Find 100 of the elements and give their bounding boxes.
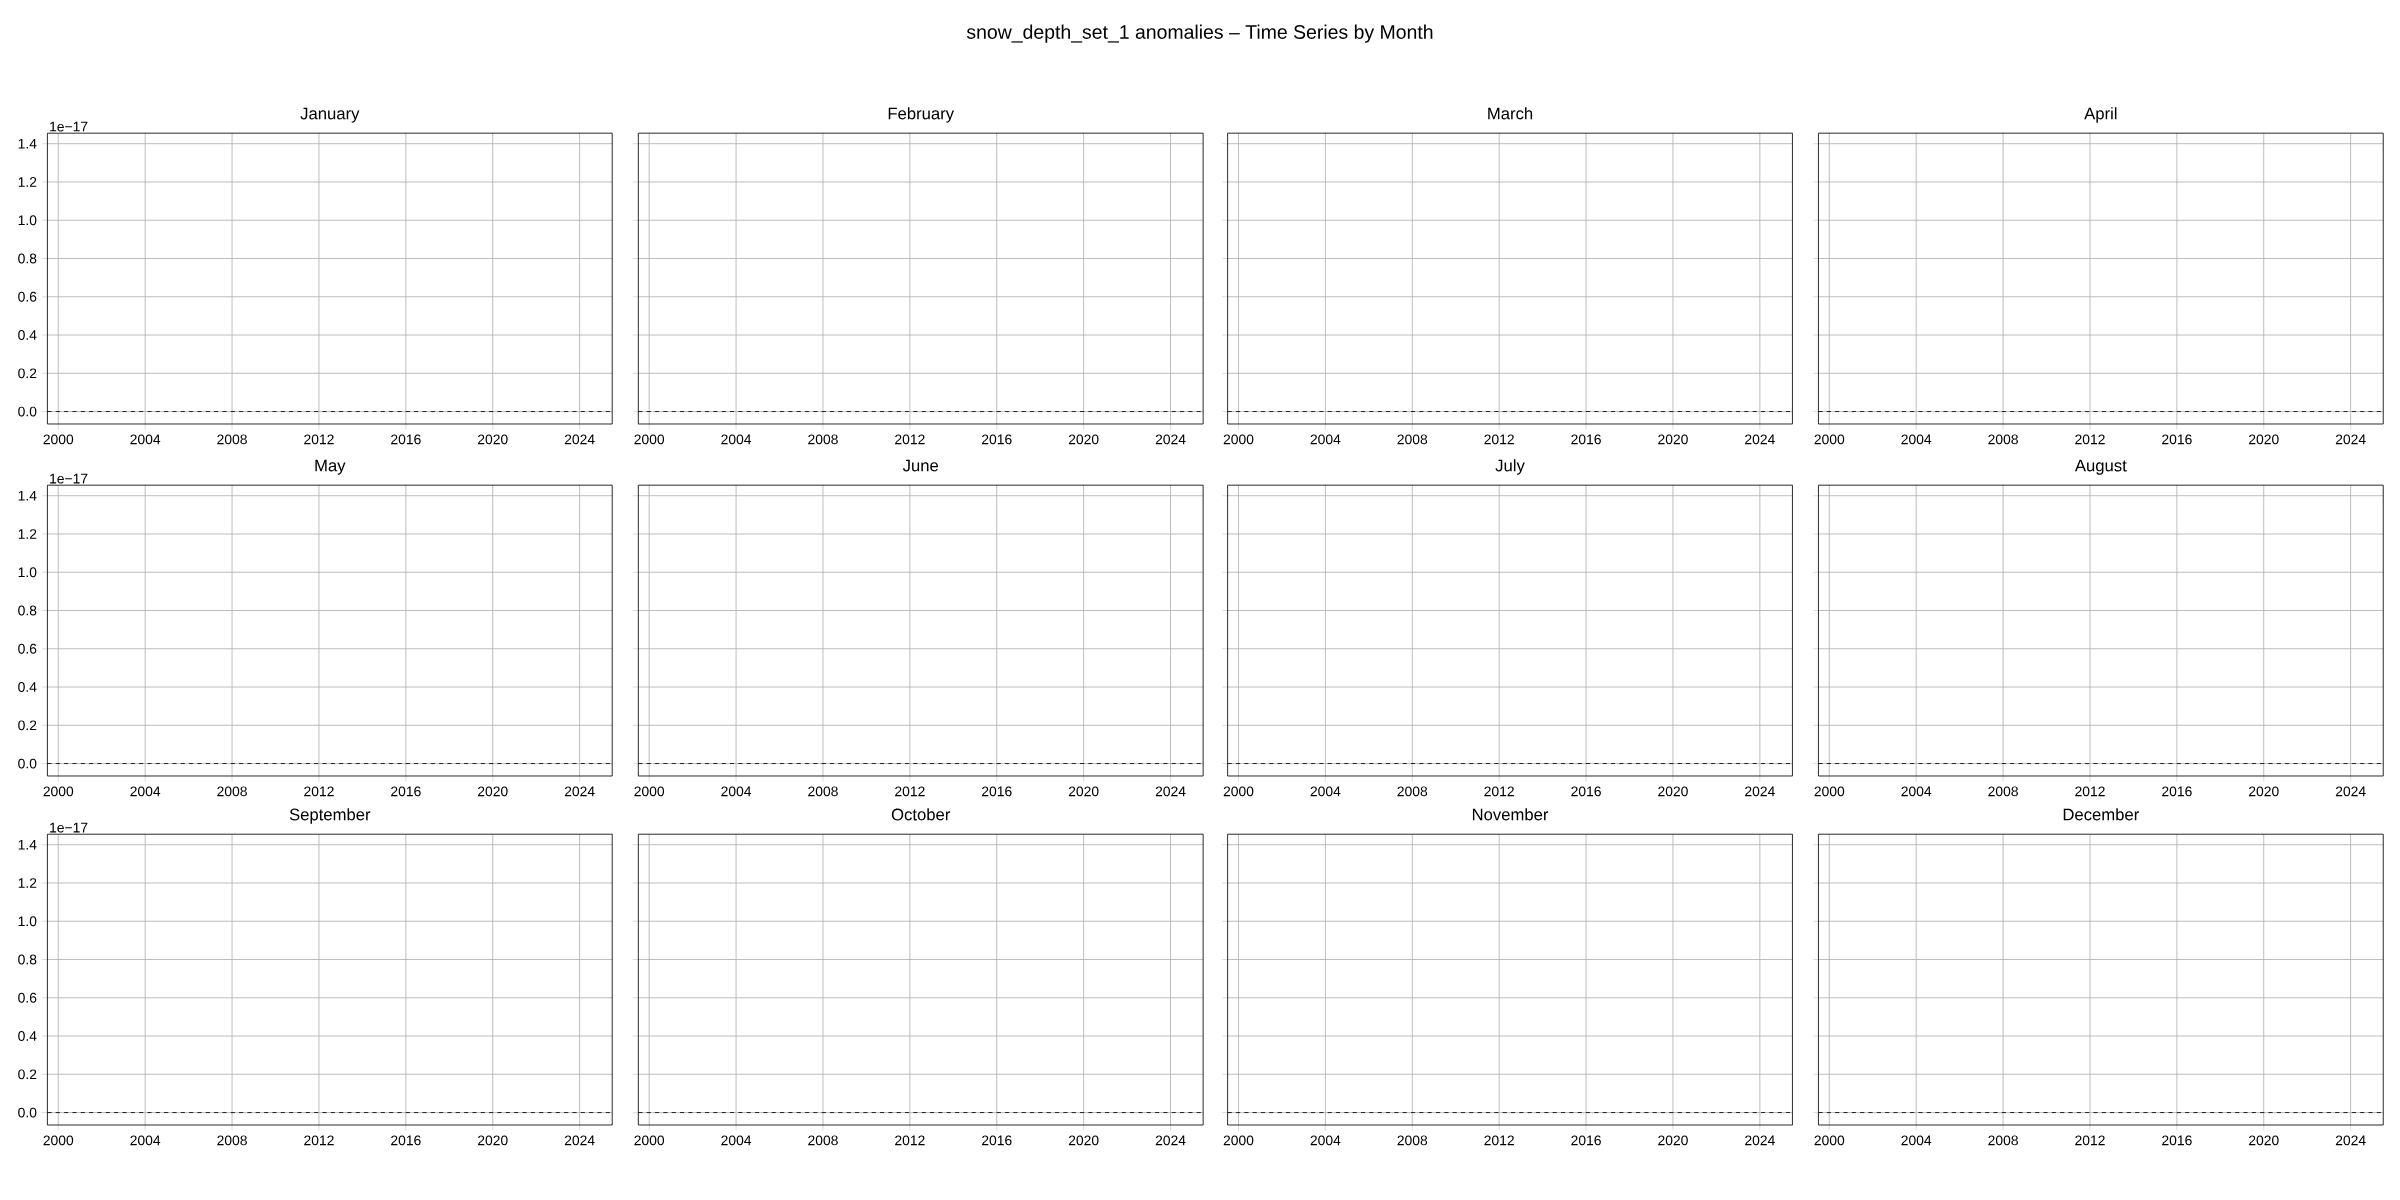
- x-tick-label: 2020: [1068, 786, 1099, 797]
- chart-title: April: [2084, 107, 2117, 123]
- x-tick-label: 2000: [1223, 434, 1254, 445]
- x-tick-label: 2004: [130, 434, 161, 445]
- y-tick-label: 1.4: [18, 490, 37, 501]
- x-tick-label: 2012: [1484, 434, 1514, 445]
- y-tick-label: 1.4: [18, 138, 37, 149]
- x-tick-label: 2004: [1901, 1135, 1932, 1146]
- x-tick-label: 2020: [2249, 1135, 2279, 1146]
- x-tick-label: 2020: [1658, 434, 1688, 445]
- x-tick-label: 2020: [1658, 1135, 1688, 1146]
- y-tick-label: 0.0: [18, 1107, 37, 1118]
- x-tick-label: 2012: [304, 1135, 334, 1146]
- x-tick-label: 2024: [2335, 434, 2366, 445]
- chart-title: March: [1488, 107, 1533, 120]
- y-tick-label: 1.2: [18, 177, 37, 187]
- x-tick-label: 2012: [895, 434, 925, 445]
- y-tick-label: 0.0: [18, 406, 37, 417]
- y-tick-label: 1.0: [18, 567, 37, 578]
- x-tick-label: 2012: [2075, 434, 2105, 445]
- text: 1e−17: [50, 822, 88, 833]
- x-tick-label: 2008: [217, 434, 247, 445]
- x-tick-label: 2012: [2075, 786, 2105, 797]
- x-tick-label: 2004: [1901, 434, 1932, 445]
- x-tick-label: 2020: [2249, 434, 2279, 445]
- x-tick-label: 2020: [1068, 434, 1099, 445]
- x-tick-label: 2024: [564, 434, 595, 445]
- y-tick-label: 1.2: [18, 878, 37, 888]
- x-tick-label: 2004: [721, 786, 752, 797]
- y-tick-label: 1.0: [18, 916, 37, 927]
- x-tick-label: 2000: [634, 434, 665, 445]
- chart-title: June: [902, 459, 939, 472]
- x-tick-label: 2004: [1310, 434, 1341, 445]
- y-tick-label: 0.8: [18, 605, 37, 616]
- x-tick-label: 2016: [982, 786, 1012, 797]
- x-tick-label: 2024: [1745, 434, 1775, 445]
- y-tick-label: 0.8: [18, 253, 37, 264]
- x-tick-label: 2016: [1571, 786, 1601, 797]
- x-tick-label: 2004: [130, 786, 161, 797]
- x-tick-label: 2024: [2335, 1135, 2366, 1146]
- x-tick-label: 2008: [1988, 1135, 2018, 1146]
- x-tick-label: 2012: [1484, 786, 1514, 797]
- x-tick-label: 2016: [1571, 434, 1601, 445]
- y-tick-label: 0.6: [18, 643, 37, 654]
- x-tick-label: 2000: [43, 786, 74, 797]
- x-tick-label: 2008: [217, 786, 247, 797]
- text: 1e−17: [50, 121, 88, 132]
- chart-title: October: [891, 808, 951, 821]
- x-tick-label: 2008: [808, 1135, 838, 1146]
- x-tick-label: 2024: [1155, 786, 1186, 797]
- y-tick-label: 0.2: [18, 1069, 37, 1080]
- chart-title: September: [289, 808, 371, 824]
- x-tick-label: 2016: [2162, 1135, 2192, 1146]
- x-tick-label: 2004: [1310, 786, 1341, 797]
- x-tick-label: 2012: [895, 1135, 925, 1146]
- x-tick-label: 2008: [1988, 786, 2018, 797]
- x-tick-label: 2024: [1745, 1135, 1775, 1146]
- chart-title: November: [1472, 808, 1549, 821]
- x-tick-label: 2008: [1397, 1135, 1428, 1146]
- x-tick-label: 2020: [477, 434, 508, 445]
- x-tick-label: 2016: [391, 1135, 421, 1146]
- x-tick-label: 2024: [2335, 786, 2366, 797]
- chart-title: January: [300, 107, 360, 123]
- text: snow_depth_set_1 anomalies – Time Series by Month: [966, 24, 1433, 43]
- x-tick-label: 2004: [1901, 786, 1932, 797]
- chart-title: May: [315, 459, 346, 475]
- x-tick-label: 2000: [634, 786, 665, 797]
- x-tick-label: 2024: [564, 786, 595, 797]
- y-tick-label: 0.6: [18, 992, 37, 1003]
- y-tick-label: 0.4: [18, 682, 37, 692]
- x-tick-label: 2000: [43, 1135, 74, 1146]
- chart-title: December: [2063, 808, 2139, 821]
- x-tick-label: 2000: [1814, 786, 1845, 797]
- x-tick-label: 2004: [721, 1135, 752, 1146]
- y-tick-label: 1.2: [18, 529, 37, 539]
- x-tick-label: 2016: [391, 434, 421, 445]
- text: 1e−17: [50, 473, 88, 484]
- y-tick-label: 0.2: [18, 720, 37, 731]
- x-tick-label: 2024: [1745, 786, 1775, 797]
- x-tick-label: 2024: [564, 1135, 595, 1146]
- x-tick-label: 2008: [808, 786, 838, 797]
- x-tick-label: 2020: [1068, 1135, 1099, 1146]
- x-tick-label: 2000: [1814, 434, 1845, 445]
- x-tick-label: 2000: [1814, 1135, 1845, 1146]
- x-tick-label: 2016: [2162, 434, 2192, 445]
- y-tick-label: 0.0: [18, 758, 37, 769]
- x-tick-label: 2012: [304, 786, 334, 797]
- chart-title: February: [888, 107, 955, 123]
- x-tick-label: 2020: [477, 786, 508, 797]
- x-tick-label: 2008: [1988, 434, 2018, 445]
- y-tick-label: 0.4: [18, 1031, 37, 1041]
- x-tick-label: 2020: [1658, 786, 1688, 797]
- x-tick-label: 2008: [1397, 786, 1428, 797]
- x-tick-label: 2008: [808, 434, 838, 445]
- x-tick-label: 2020: [477, 1135, 508, 1146]
- y-tick-label: 0.2: [18, 368, 37, 379]
- x-tick-label: 2004: [721, 434, 752, 445]
- chart-title: July: [1495, 459, 1525, 475]
- y-tick-label: 0.8: [18, 954, 37, 965]
- x-tick-label: 2016: [2162, 786, 2192, 797]
